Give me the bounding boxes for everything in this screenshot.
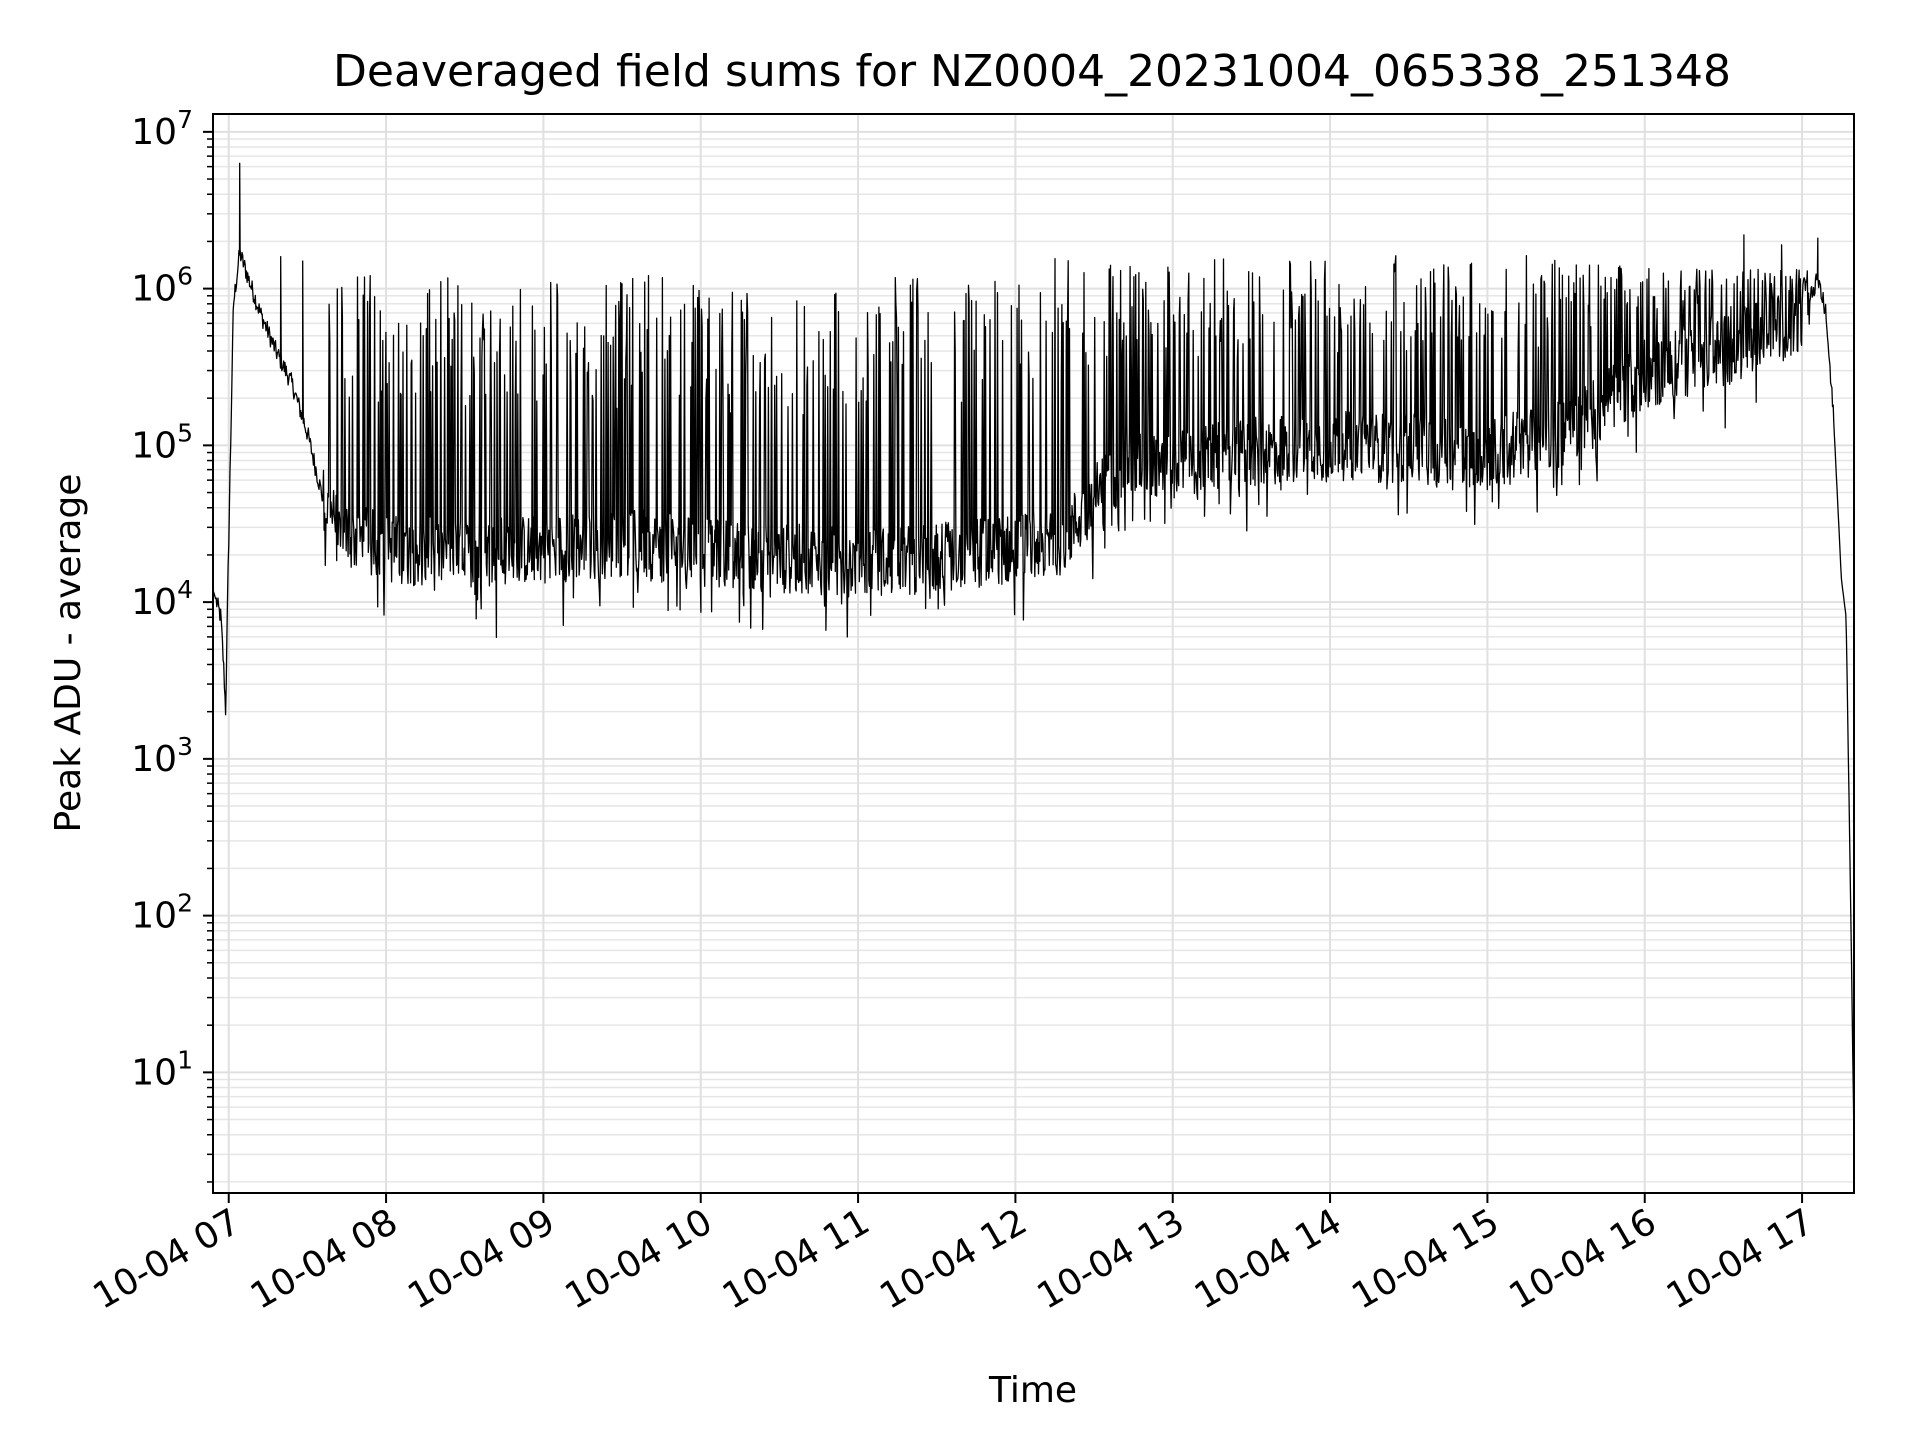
y-tick-label: 105 — [131, 418, 193, 466]
y-axis-label: Peak ADU - average — [48, 474, 89, 833]
y-tick-label: 101 — [131, 1045, 193, 1093]
y-tick-label: 104 — [131, 575, 193, 623]
gridlines — [213, 114, 1854, 1193]
series-line — [213, 162, 1854, 1144]
x-axis-label: Time — [988, 1370, 1077, 1411]
plot-frame — [212, 113, 1855, 1194]
y-tick-label: 107 — [131, 105, 193, 153]
y-tick-label: 103 — [131, 732, 193, 780]
plot-area — [212, 113, 1855, 1194]
chart-title: Deaveraged field sums for NZ0004_2023100… — [333, 46, 1731, 97]
series-layer — [213, 162, 1854, 1144]
y-tick-label: 102 — [131, 889, 193, 937]
y-axis: 101 102 103 104 105 106 107 — [131, 105, 213, 1183]
y-tick-label: 106 — [131, 262, 193, 310]
